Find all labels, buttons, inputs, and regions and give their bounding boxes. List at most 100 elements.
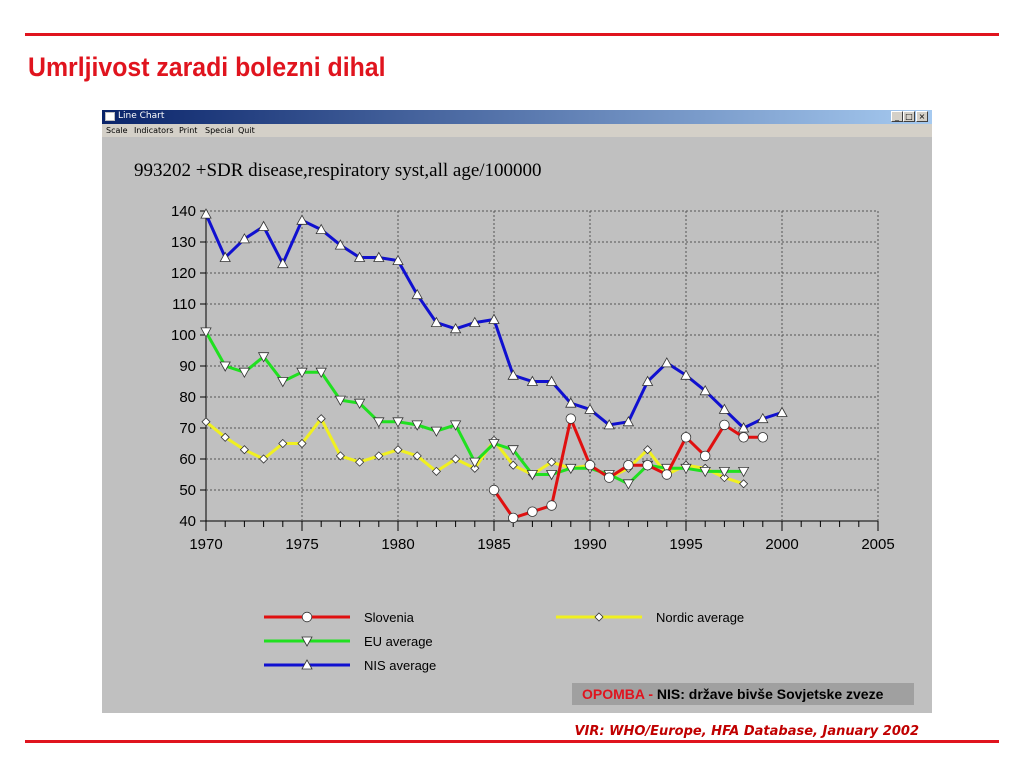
data-point-nordic-average <box>412 451 422 461</box>
data-point-eu-average <box>449 420 462 431</box>
data-point-nis-average <box>257 220 270 231</box>
maximize-button[interactable]: □ <box>903 111 915 122</box>
data-point-eu-average <box>718 466 731 478</box>
data-point-nis-average <box>488 313 500 324</box>
data-point-slovenia <box>719 419 730 431</box>
data-point-eu-average <box>680 463 692 475</box>
data-point-nordic-average <box>719 473 729 483</box>
y-tick-label: 60 <box>179 451 196 468</box>
data-point-slovenia <box>565 413 577 424</box>
line-chart-window: Line Chart _ □ × Scale Indicators Print … <box>102 110 932 713</box>
data-point-eu-average <box>411 420 423 431</box>
data-point-eu-average <box>373 417 385 428</box>
source-credit: VIR: WHO/Europe, HFA Database, January 2… <box>574 724 919 739</box>
data-point-nis-average <box>565 397 577 408</box>
data-point-nordic-average <box>355 457 365 467</box>
data-point-nis-average <box>238 233 251 244</box>
legend-marker <box>594 612 604 622</box>
data-point-slovenia <box>604 472 615 483</box>
data-point-nis-average <box>603 419 615 430</box>
data-point-nis-average <box>200 208 212 219</box>
footnote-text: NIS: države bivše Sovjetske zveze <box>656 686 884 702</box>
data-point-eu-average <box>488 439 500 450</box>
y-tick-label: 40 <box>179 513 196 530</box>
bottom-rule <box>25 740 999 743</box>
data-point-eu-average <box>219 361 231 372</box>
menu-special[interactable]: Special <box>205 126 234 135</box>
data-point-nordic-average <box>470 463 480 473</box>
data-point-nis-average <box>449 322 462 334</box>
data-point-nis-average <box>526 375 539 386</box>
data-point-slovenia <box>661 469 673 480</box>
data-point-slovenia <box>642 460 653 471</box>
chart-title: 993202 +SDR disease,respiratory syst,all… <box>134 160 542 181</box>
slide-title: Umrljivost zaradi bolezni dihal <box>28 52 386 82</box>
data-point-slovenia <box>757 432 769 443</box>
close-button[interactable]: × <box>916 111 928 122</box>
x-tick-label: 1990 <box>573 536 606 553</box>
menu-indicators[interactable]: Indicators <box>134 126 174 135</box>
data-point-nis-average <box>373 251 385 262</box>
window-app-icon <box>105 112 115 121</box>
data-point-nordic-average <box>431 466 441 476</box>
x-tick-label: 2000 <box>765 536 798 553</box>
data-point-eu-average <box>469 457 481 468</box>
legend-entry-eu-average: EU average <box>264 634 433 649</box>
data-point-eu-average <box>315 367 327 379</box>
data-point-nordic-average <box>393 445 403 455</box>
data-point-nis-average <box>622 415 635 427</box>
legend-label: NIS average <box>364 658 436 673</box>
legend-label: Nordic average <box>656 610 744 625</box>
data-point-eu-average <box>430 426 443 437</box>
data-point-slovenia <box>700 450 711 462</box>
line-chart: 993202 +SDR disease,respiratory syst,all… <box>134 160 895 673</box>
data-point-nis-average <box>507 369 519 380</box>
data-point-nis-average <box>411 288 423 300</box>
data-point-nordic-average <box>278 438 288 449</box>
legend-entry-nis-average: NIS average <box>264 658 436 673</box>
legend-label: Slovenia <box>364 610 415 625</box>
series-nis-average <box>200 208 788 433</box>
data-point-nordic-average <box>547 457 557 467</box>
data-point-nordic-average <box>259 454 269 464</box>
data-point-eu-average <box>737 466 750 478</box>
data-point-eu-average <box>699 466 711 478</box>
data-point-nis-average <box>718 403 731 414</box>
menu-quit[interactable]: Quit <box>238 126 255 135</box>
y-tick-label: 50 <box>179 482 196 499</box>
top-rule <box>25 33 999 36</box>
legend-entry-nordic-average: Nordic average <box>556 610 744 625</box>
data-point-slovenia <box>527 506 538 517</box>
data-point-nis-average <box>584 403 596 414</box>
footnote-label: OPOMBA - <box>582 686 657 702</box>
y-tick-label: 130 <box>171 234 196 251</box>
legend-marker <box>301 611 313 623</box>
data-point-eu-average <box>238 367 251 379</box>
menu-print[interactable]: Print <box>179 126 198 135</box>
data-point-nis-average <box>315 223 327 234</box>
data-point-eu-average <box>334 395 347 406</box>
data-point-nordic-average <box>297 438 307 449</box>
data-point-nis-average <box>699 384 711 396</box>
minimize-button[interactable]: _ <box>891 111 903 122</box>
data-point-nordic-average <box>739 479 749 489</box>
window-titlebar[interactable]: Line Chart _ □ × <box>102 110 932 124</box>
x-tick-label: 1995 <box>669 536 702 553</box>
data-point-eu-average <box>257 352 270 363</box>
legend-label: EU average <box>364 634 433 649</box>
data-point-nordic-average <box>201 417 211 427</box>
y-tick-label: 90 <box>179 358 196 375</box>
x-tick-label: 1975 <box>285 536 318 553</box>
data-point-slovenia <box>488 484 500 496</box>
data-point-nis-average <box>219 251 231 262</box>
menu-scale[interactable]: Scale <box>106 126 128 135</box>
data-point-nordic-average <box>643 445 653 455</box>
legend-entry-slovenia: Slovenia <box>264 610 415 625</box>
data-point-nis-average <box>737 422 750 433</box>
data-point-nis-average <box>757 412 769 424</box>
data-point-nis-average <box>545 375 558 386</box>
data-point-eu-average <box>277 377 289 388</box>
y-tick-label: 120 <box>171 265 196 282</box>
data-point-nordic-average <box>508 460 518 470</box>
y-tick-label: 70 <box>179 420 196 437</box>
